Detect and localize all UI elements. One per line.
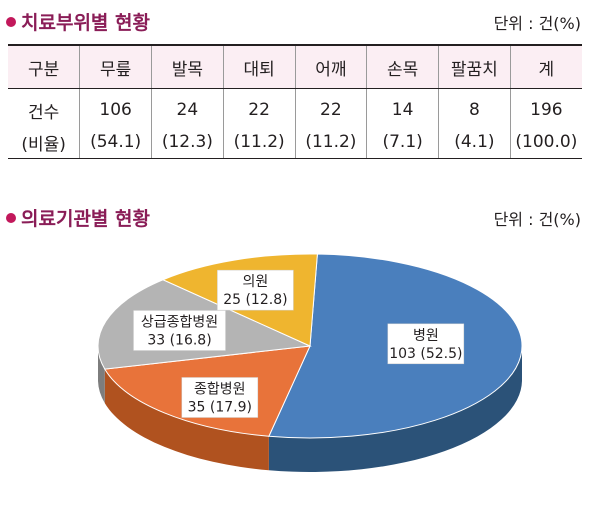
ratio-cell: (11.2) [294, 126, 367, 159]
count-cell: 106 [79, 88, 152, 126]
slice-value-label: 35 (17.9) [188, 399, 252, 415]
row-label-count: 건수 [27, 102, 60, 123]
table-row-ratios: (비율) (54.1) (12.3) (11.2) (11.2) (7.1) (… [8, 126, 582, 159]
bullet-icon [6, 16, 16, 27]
pie-slice-side [98, 346, 105, 404]
table-row-counts: 건수 106 24 22 22 14 8 196 [8, 88, 582, 126]
slice-label-box [181, 377, 259, 418]
slice-label-box [133, 310, 226, 351]
table-header-row: 구분 무릎 발목 대퇴 어깨 손목 팔꿈치 계 [8, 44, 582, 89]
count-cell: 22 [294, 88, 367, 126]
section-title-text: 치료부위별 현황 [21, 12, 150, 34]
slice-name-label: 종합병원 [194, 381, 246, 397]
ratio-cell: (11.2) [222, 126, 295, 159]
count-cell: 8 [438, 88, 511, 126]
row-label-ratio: (비율) [8, 126, 80, 159]
section-title-medical-institution: 의료기관별 현황 [6, 204, 150, 231]
count-cell: 14 [366, 88, 439, 126]
header-cell: 계 [509, 44, 582, 89]
header-cell: 대퇴 [222, 44, 295, 89]
ratio-cell: (7.1) [366, 126, 439, 159]
section-title-treatment-area: 치료부위별 현황 [6, 8, 150, 35]
section-title-text: 의료기관별 현황 [21, 208, 150, 230]
header-cell: 무릎 [79, 44, 152, 89]
ratio-cell: (12.3) [151, 126, 224, 159]
slice-label-box [217, 269, 294, 311]
unit-label: 단위 : 건(%) [493, 210, 581, 229]
ratio-cell: (54.1) [79, 126, 152, 159]
institution-pie-chart: 병원 103 (52.5) 종합병원 35 (17.9) 상급종합병원 33 (16.8)… [97, 253, 523, 472]
slice-name-label: 상급종합병원 [141, 314, 218, 330]
pie-slice-side [104, 369, 269, 471]
header-cell: 구분 [8, 44, 80, 89]
count-cell: 22 [222, 88, 295, 126]
header-cell: 발목 [151, 44, 224, 89]
header-cell: 어깨 [294, 44, 367, 89]
slice-value-label: 25 (12.8) [223, 292, 287, 308]
header-cell: 손목 [366, 44, 439, 89]
count-cell: 24 [151, 88, 224, 126]
treatment-area-table: 구분 무릎 발목 대퇴 어깨 손목 팔꿈치 계 건수 106 24 22 22 … [8, 44, 582, 159]
bullet-icon [6, 212, 16, 223]
slice-name-label: 병원 [413, 328, 439, 344]
slice-value-label: 33 (16.8) [147, 332, 211, 348]
count-cell: 196 [509, 88, 582, 126]
ratio-cell: (4.1) [438, 126, 511, 159]
slice-name-label: 의원 [243, 274, 269, 290]
unit-label: 단위 : 건(%) [493, 14, 581, 33]
ratio-cell: (100.0) [509, 126, 582, 159]
slice-label-box [387, 323, 465, 365]
slice-value-label: 103 (52.5) [389, 346, 462, 362]
header-cell: 팔꿈치 [438, 44, 511, 89]
pie-slice-side [268, 346, 522, 472]
